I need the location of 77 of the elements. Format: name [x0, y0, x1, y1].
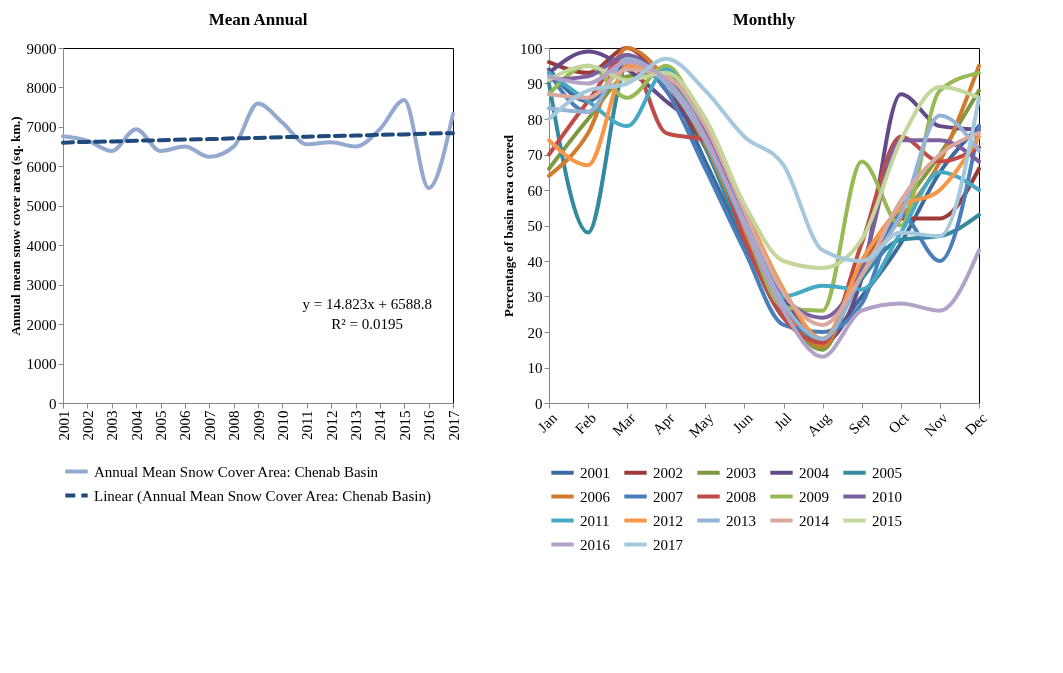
legend-label: 2007 — [653, 488, 684, 505]
legend-label: 2013 — [726, 512, 756, 529]
legend-label: 2014 — [799, 512, 830, 529]
x-tick-label: Feb — [571, 409, 600, 438]
line-series — [61, 98, 455, 191]
y-axis-title: Annual mean snow cover area (sq. km.) — [7, 116, 23, 336]
y-tick-label: 0 — [49, 395, 57, 412]
x-tick-label: 2002 — [79, 410, 96, 441]
chart-title: Monthly — [732, 10, 796, 29]
x-tick-label: 2016 — [421, 410, 438, 441]
x-tick-label: 2011 — [299, 410, 316, 440]
x-tick-label: 2013 — [348, 410, 364, 441]
y-tick-label: 50 — [527, 218, 543, 234]
x-tick-label: 2010 — [274, 410, 291, 441]
x-tick-label: Nov — [921, 409, 952, 440]
y-tick-label: 70 — [527, 147, 543, 163]
y-tick-label: 80 — [527, 111, 543, 128]
legend-label: 2003 — [726, 464, 756, 481]
x-tick-label: Jun — [729, 409, 756, 436]
y-tick-label: 2000 — [26, 316, 57, 333]
legend-label: 2011 — [580, 512, 610, 529]
y-tick-label: 10 — [527, 360, 543, 376]
x-tick-label: Mar — [609, 409, 639, 439]
annotation: R² = 0.0195 — [331, 315, 404, 332]
x-tick-label: Apr — [649, 409, 678, 438]
y-tick-label: 4000 — [26, 237, 57, 254]
x-tick-label: 2012 — [323, 410, 340, 441]
legend-label: 2012 — [653, 512, 683, 529]
y-tick-label: 20 — [527, 324, 543, 341]
x-tick-label: Sep — [845, 409, 873, 438]
x-tick-label: Aug — [804, 409, 835, 440]
y-tick-label: 7000 — [26, 119, 57, 136]
legend-label: 2002 — [653, 464, 683, 481]
annotation: y = 14.823x + 6588.8 — [302, 295, 432, 312]
x-tick-label: 2014 — [372, 410, 389, 441]
x-tick-label: 2006 — [177, 410, 194, 441]
legend-label: 2009 — [799, 488, 829, 505]
y-axis-title: Percentage of basin area covered — [501, 134, 516, 317]
x-tick-label: 2008 — [226, 410, 243, 441]
y-tick-label: 30 — [527, 289, 543, 305]
legend-label: 2010 — [872, 488, 902, 505]
x-tick-label: Dec — [961, 409, 991, 439]
x-tick-label: 2001 — [55, 410, 72, 441]
x-tick-label: 2009 — [250, 410, 267, 441]
y-tick-label: 60 — [527, 182, 543, 199]
y-tick-label: 9000 — [26, 40, 57, 57]
legend-label: 2005 — [872, 464, 902, 481]
legend-label: Linear (Annual Mean Snow Cover Area: Chenab Basin) — [94, 487, 431, 505]
y-tick-label: 90 — [527, 76, 543, 92]
x-tick-label: 2015 — [396, 410, 413, 441]
legend-label: 2015 — [872, 512, 902, 529]
x-tick-label: Oct — [885, 409, 913, 437]
y-tick-label: 8000 — [26, 79, 57, 96]
x-tick-label: 2004 — [128, 410, 145, 441]
y-tick-label: 3000 — [26, 277, 57, 294]
legend-label: 2008 — [726, 488, 756, 505]
x-tick-label: May — [685, 409, 717, 441]
legend-label: 2016 — [580, 536, 611, 553]
legend-label: 2017 — [653, 536, 684, 553]
legend-label: 2006 — [580, 488, 611, 505]
y-tick-label: 0 — [535, 395, 543, 412]
y-tick-label: 40 — [527, 253, 543, 270]
x-tick-label: 2007 — [201, 410, 218, 441]
y-tick-label: 6000 — [26, 158, 57, 175]
legend-label: 2001 — [580, 464, 610, 481]
x-tick-label: 2005 — [153, 410, 169, 441]
line-series — [61, 131, 455, 145]
y-tick-label: 1000 — [26, 356, 57, 373]
chart-title: Mean Annual — [208, 10, 308, 29]
x-tick-label: 2003 — [104, 410, 121, 441]
legend-label: 2004 — [799, 464, 830, 481]
x-tick-label: 2017 — [445, 410, 462, 441]
y-tick-label: 5000 — [26, 198, 57, 215]
x-tick-label: Jan — [534, 409, 561, 436]
x-tick-label: Jul — [770, 409, 795, 434]
legend-label: Annual Mean Snow Cover Area: Chenab Basin — [94, 463, 379, 480]
y-tick-label: 100 — [520, 40, 543, 57]
